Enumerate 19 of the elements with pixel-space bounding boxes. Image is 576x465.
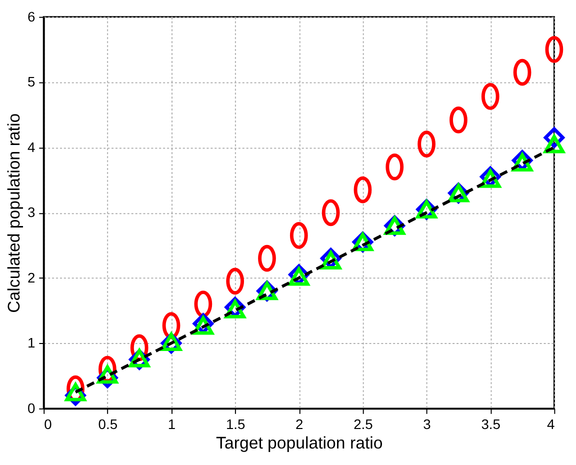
y-tick-label: 5 xyxy=(27,74,36,90)
x-axis-title: Target population ratio xyxy=(216,434,383,453)
y-tick-label: 6 xyxy=(27,8,36,24)
x-tick-label: 1.5 xyxy=(226,416,246,432)
y-tick-label: 3 xyxy=(27,204,36,220)
x-tick-label: 4 xyxy=(546,416,555,432)
point xyxy=(65,382,86,402)
y-tick-label: 0 xyxy=(27,400,36,416)
x-tick-label: 3.5 xyxy=(481,416,501,432)
y-tick-label: 1 xyxy=(27,334,36,351)
x-tick-label: 3 xyxy=(423,416,432,432)
x-tick-label: 2.5 xyxy=(354,416,374,432)
x-tick-label: 1 xyxy=(168,416,176,432)
x-tick-label: 2 xyxy=(296,416,304,432)
x-tick-label: 0.5 xyxy=(98,416,118,432)
y-tick-label: 2 xyxy=(27,269,36,286)
y-tick-label: 4 xyxy=(27,138,36,155)
y-axis-title: Calculated population ratio xyxy=(4,113,24,313)
x-tick-label: 0 xyxy=(44,416,52,432)
